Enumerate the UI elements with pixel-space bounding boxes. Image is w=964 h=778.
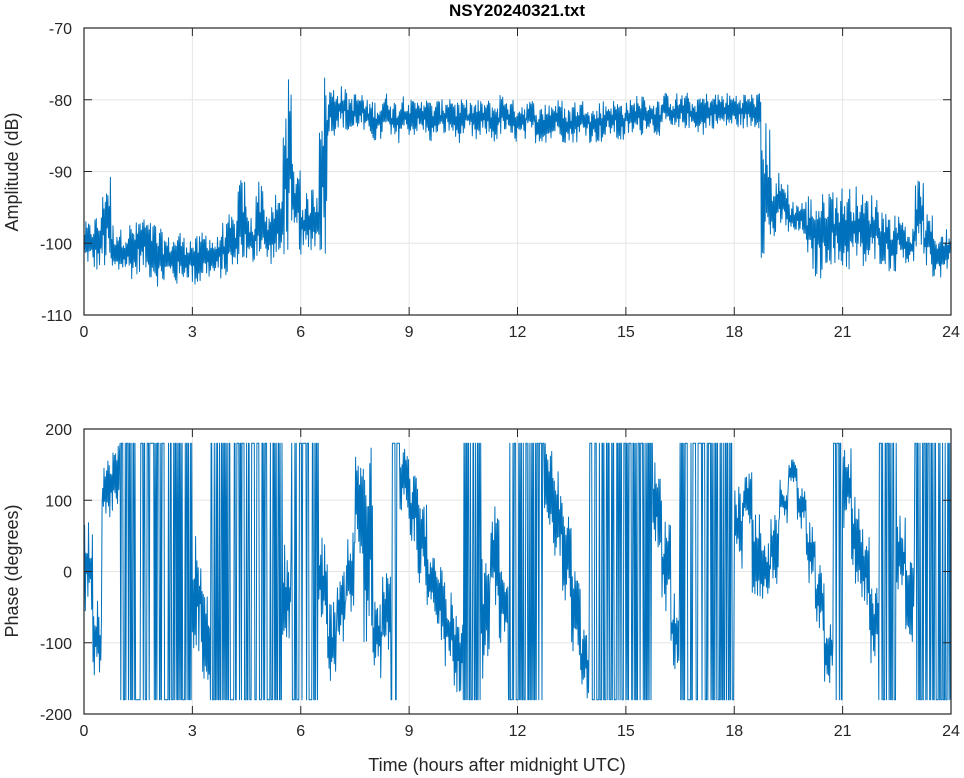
- y-tick-label: 0: [63, 565, 72, 582]
- x-tick-label: 12: [509, 723, 527, 740]
- y-tick-label: 200: [45, 422, 72, 439]
- x-tick-label: 0: [80, 324, 89, 341]
- x-tick-label: 21: [834, 723, 852, 740]
- x-axis-label: Time (hours after midnight UTC): [368, 755, 625, 775]
- x-tick-label: 9: [405, 324, 414, 341]
- y-tick-label: -100: [40, 236, 72, 253]
- x-tick-label: 24: [942, 324, 960, 341]
- x-tick-label: 3: [188, 324, 197, 341]
- x-tick-label: 15: [617, 723, 635, 740]
- x-tick-label: 18: [725, 324, 743, 341]
- phase-axes: 0 3 6 9 12 15 18 21 24 -200 -100 0 100 200: [40, 422, 960, 740]
- x-tick-label: 6: [296, 324, 305, 341]
- y-tick-label: 100: [45, 493, 72, 510]
- amplitude-y-axis-label: Amplitude (dB): [2, 112, 22, 231]
- amplitude-axes: 0 3 6 9 12 15 18 21 24 -110 -100 -90 -80 -70: [40, 21, 960, 341]
- chart-title: NSY20240321.txt: [449, 1, 585, 20]
- y-tick-label: -200: [40, 707, 72, 724]
- x-tick-label: 12: [509, 324, 527, 341]
- x-tick-label: 24: [942, 723, 960, 740]
- x-tick-label: 9: [405, 723, 414, 740]
- y-tick-label: -80: [49, 93, 72, 110]
- y-tick-label: -90: [49, 165, 72, 182]
- data-series-line: [83, 77, 951, 287]
- x-tick-label: 0: [80, 723, 89, 740]
- y-tick-label: -100: [40, 636, 72, 653]
- y-tick-label: -70: [49, 21, 72, 38]
- phase-y-axis-label: Phase (degrees): [2, 504, 22, 637]
- data-series-line: [83, 442, 951, 701]
- x-tick-label: 6: [296, 723, 305, 740]
- x-tick-label: 15: [617, 324, 635, 341]
- x-tick-label: 3: [188, 723, 197, 740]
- y-tick-label: -110: [41, 308, 72, 325]
- x-tick-label: 21: [834, 324, 852, 341]
- x-tick-label: 18: [725, 723, 743, 740]
